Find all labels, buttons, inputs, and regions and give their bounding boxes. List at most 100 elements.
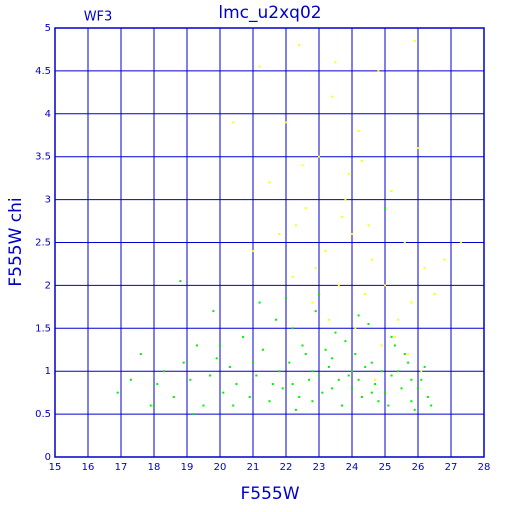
point [390, 335, 393, 338]
point [139, 353, 142, 356]
x-tick-label: 23 [313, 462, 326, 473]
point [410, 378, 413, 381]
x-tick-label: 28 [478, 462, 491, 473]
point [258, 65, 261, 68]
point [153, 404, 155, 407]
point [341, 215, 344, 218]
point [202, 404, 205, 407]
point [324, 348, 327, 351]
point [242, 335, 245, 338]
y-tick-label: 3.5 [35, 152, 51, 163]
point [370, 258, 373, 261]
point [417, 387, 419, 390]
point [423, 365, 426, 368]
point [364, 292, 367, 295]
point [374, 383, 377, 386]
point [291, 327, 294, 330]
point [384, 391, 386, 394]
point [354, 353, 357, 356]
point [380, 370, 383, 373]
point [324, 250, 327, 253]
point [212, 310, 215, 313]
point [443, 258, 446, 261]
point [314, 267, 317, 270]
point [268, 181, 271, 184]
point [459, 241, 462, 244]
point [334, 61, 337, 64]
point [278, 232, 281, 235]
point [407, 353, 410, 356]
point [232, 121, 235, 124]
x-tick-label: 25 [379, 462, 392, 473]
point [149, 404, 152, 407]
point [298, 44, 301, 47]
point [344, 340, 347, 343]
point [426, 395, 429, 398]
point [344, 198, 347, 201]
y-tick-label: 4.5 [35, 66, 51, 77]
point [420, 378, 423, 381]
point [357, 314, 360, 317]
x-tick-label: 17 [115, 462, 128, 473]
point [377, 69, 380, 72]
point [410, 301, 413, 304]
point [235, 383, 238, 386]
point [318, 374, 320, 377]
point [413, 39, 416, 42]
point [337, 378, 340, 381]
point [258, 301, 261, 304]
point [252, 361, 254, 364]
point [403, 241, 406, 244]
x-tick-label: 19 [181, 462, 194, 473]
point [215, 357, 218, 360]
plot-frame [54, 27, 485, 458]
point [288, 361, 291, 364]
point [384, 207, 386, 210]
x-tick-label: 24 [346, 462, 359, 473]
point [360, 159, 363, 162]
point [364, 365, 367, 368]
x-axis-label: F555W [240, 484, 299, 504]
point [294, 224, 297, 227]
point [423, 267, 426, 270]
point [341, 404, 344, 407]
point [370, 361, 373, 364]
point [384, 284, 386, 287]
point [261, 348, 264, 351]
y-tick-label: 5 [45, 23, 51, 34]
point [351, 370, 353, 373]
point [374, 378, 377, 381]
point [377, 400, 380, 403]
point [351, 387, 353, 390]
point [179, 280, 182, 283]
point [327, 365, 330, 368]
point [390, 374, 393, 377]
point [410, 400, 413, 403]
point [156, 383, 159, 386]
point [397, 318, 400, 321]
point [189, 378, 192, 381]
point [380, 344, 383, 347]
point [228, 365, 231, 368]
x-tick-label: 26 [412, 462, 425, 473]
y-axis-label: F555W chi [6, 197, 26, 286]
point [298, 395, 301, 398]
point [285, 297, 287, 300]
point [367, 323, 370, 326]
point [291, 275, 294, 278]
point [354, 327, 357, 330]
point [252, 250, 254, 253]
point [390, 190, 393, 193]
point [182, 361, 185, 364]
y-tick-label: 1.5 [35, 323, 51, 334]
point [387, 404, 390, 407]
point [301, 164, 304, 167]
point [219, 344, 221, 347]
y-tick-label: 2 [45, 280, 51, 291]
point [278, 370, 281, 373]
point [430, 404, 433, 407]
y-tick-label: 2.5 [35, 238, 51, 249]
point [417, 147, 419, 150]
point [347, 172, 350, 175]
x-tick-label: 22 [280, 462, 293, 473]
